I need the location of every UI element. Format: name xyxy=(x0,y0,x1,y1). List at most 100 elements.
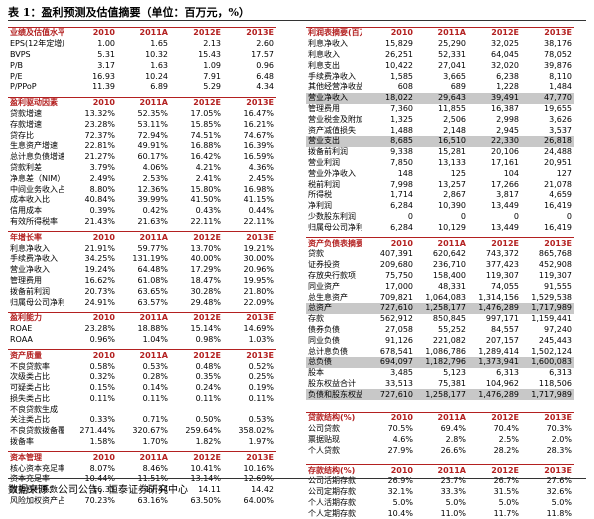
table-row: 公司活期存款 26.9% 23.7% 26.7% 27.6% xyxy=(306,476,574,487)
value-cell: 207,157 xyxy=(485,335,519,345)
value-cell: 39.99% xyxy=(137,195,168,205)
year-header-cell: 2012E xyxy=(491,238,519,248)
table-row: 拨备前利润 9,338 15,281 20,106 24,488 xyxy=(306,147,574,158)
table-row: 风险加权资产占比 70.23% 63.16% 63.50% 64.00% xyxy=(8,496,276,507)
value-cell: 20.96% xyxy=(243,265,274,275)
value-cell: 0.11% xyxy=(195,393,221,403)
value-cell: 8,110 xyxy=(549,71,572,81)
section-header-row: 贷款结构(%) 2010 2011A 2012E 2013E xyxy=(306,412,574,424)
value-cell: 24.91% xyxy=(84,297,115,307)
value-cell: 19.24% xyxy=(84,265,115,275)
row-label: 公司贷款 xyxy=(308,424,340,434)
table-row: 利息支出 10,422 27,041 32,020 39,876 xyxy=(306,60,574,71)
value-cell: 17.05% xyxy=(190,108,221,118)
value-cell: 1,476,289 xyxy=(478,303,519,313)
table-row: 利息收入 26,251 52,331 64,045 78,052 xyxy=(306,50,574,61)
table-row: 债券负债 27,058 55,252 84,557 97,240 xyxy=(306,325,574,336)
value-cell: 0.11% xyxy=(89,393,115,403)
row-label: 总生息资产 xyxy=(308,292,348,302)
value-cell: 127 xyxy=(556,168,572,178)
value-cell: 407,391 xyxy=(379,249,413,259)
value-cell: 1,258,177 xyxy=(425,389,466,399)
value-cell: 17,161 xyxy=(491,157,519,167)
row-label: 资本管理 xyxy=(10,452,42,462)
table-row: 股东权益合计 33,513 75,381 104,962 118,506 xyxy=(306,379,574,390)
table-row: 不良贷款拨备覆盖率 271.44% 320.67% 259.64% 358.02% xyxy=(8,426,276,437)
year-header-cell: 2010 xyxy=(390,238,413,248)
value-cell: 16,419 xyxy=(544,201,572,211)
value-cell: 48,331 xyxy=(438,281,466,291)
value-cell: 16.42% xyxy=(190,152,221,162)
table-row: 资产减值损失 1,488 2,148 2,945 3,537 xyxy=(306,125,574,136)
table-row: 归属母公司净利润 24.91% 63.57% 29.48% 22.09% xyxy=(8,297,276,308)
value-cell: 21.80% xyxy=(243,286,274,296)
value-cell: 40.00% xyxy=(190,254,221,264)
row-label: 股东权益合计 xyxy=(308,378,356,388)
table-row: 成本收入比 40.84% 39.99% 41.50% 41.15% xyxy=(8,195,276,206)
value-cell: 31.5% xyxy=(493,487,519,497)
table-row: P/PPoP 11.39 6.89 5.29 4.34 xyxy=(8,82,276,93)
table-row: 营业外净收入 148 125 104 127 xyxy=(306,168,574,179)
value-cell: 1,476,289 xyxy=(478,389,519,399)
row-label: 归属母公司净利润 xyxy=(308,222,362,232)
value-cell: 850,845 xyxy=(432,314,466,324)
value-cell: 17,000 xyxy=(385,281,413,291)
table-row: 存放央行款项 75,750 158,400 119,307 119,307 xyxy=(306,271,574,282)
table-row: 拨备率 1.58% 1.70% 1.82% 1.97% xyxy=(8,437,276,448)
row-label: 债券负债 xyxy=(308,324,340,334)
value-cell: 17.29% xyxy=(190,265,221,275)
value-cell: 75,750 xyxy=(385,270,413,280)
value-cell: 32,025 xyxy=(491,39,519,49)
value-cell: 259.64% xyxy=(185,426,221,436)
row-label: 公司活期存款 xyxy=(308,476,356,486)
row-label: 同业资产 xyxy=(308,281,340,291)
value-cell: 245,443 xyxy=(538,335,572,345)
row-label: 同业负债 xyxy=(308,335,340,345)
value-cell: 27,041 xyxy=(438,60,466,70)
value-cell: 6,313 xyxy=(549,368,572,378)
value-cell: 91,555 xyxy=(544,281,572,291)
row-label: 其他经营净收益 xyxy=(308,82,362,92)
value-cell: 6.89 xyxy=(150,82,168,92)
value-cell: 8.07% xyxy=(89,463,115,473)
value-cell: 10.4% xyxy=(387,508,413,518)
table-row: 归属母公司净利润 6,284 10,129 13,449 16,419 xyxy=(306,222,574,233)
value-cell: 23.7% xyxy=(440,476,466,486)
year-header-cell: 2011A xyxy=(139,313,168,323)
value-cell: 16.93 xyxy=(92,71,115,81)
value-cell: 14.11 xyxy=(198,485,221,495)
table-row: 营业净收入 19.24% 64.48% 17.29% 20.96% xyxy=(8,265,276,276)
value-cell: 40.84% xyxy=(84,195,115,205)
row-label: 利息净收入 xyxy=(10,243,50,253)
value-cell: 70.23% xyxy=(84,496,115,506)
value-cell: 21.43% xyxy=(84,216,115,226)
year-header-cell: 2013E xyxy=(544,28,572,38)
value-cell: 11.7% xyxy=(493,508,519,518)
row-label: 营业支出 xyxy=(308,136,340,146)
row-label: 资产负债表摘要(百万元) xyxy=(308,238,362,248)
value-cell: 16.98% xyxy=(243,184,274,194)
value-cell: 16.62% xyxy=(84,275,115,285)
value-cell: 0 xyxy=(407,211,413,221)
value-cell: 23.28% xyxy=(84,119,115,129)
row-label: P/B xyxy=(10,60,24,70)
value-cell: 2.49% xyxy=(89,173,115,183)
value-cell: 20.73% xyxy=(84,286,115,296)
row-label: 利息收入 xyxy=(308,49,340,59)
value-cell: 0.14% xyxy=(142,383,168,393)
value-cell: 0 xyxy=(460,211,466,221)
year-header-cell: 2011A xyxy=(437,238,466,248)
value-cell: 158,400 xyxy=(432,270,466,280)
value-cell: 70.5% xyxy=(387,424,413,434)
row-label: 存款增速 xyxy=(10,119,42,129)
row-label: 利息净收入 xyxy=(308,39,348,49)
value-cell: 2,945 xyxy=(496,125,519,135)
value-cell: 13,133 xyxy=(438,157,466,167)
value-cell: 0.44% xyxy=(248,206,274,216)
value-cell: 6.48 xyxy=(256,71,274,81)
value-cell: 0.33% xyxy=(89,415,115,425)
value-cell: 55,252 xyxy=(438,324,466,334)
value-cell: 59.77% xyxy=(137,243,168,253)
value-cell: 7,998 xyxy=(390,179,413,189)
value-cell: 61.08% xyxy=(137,275,168,285)
